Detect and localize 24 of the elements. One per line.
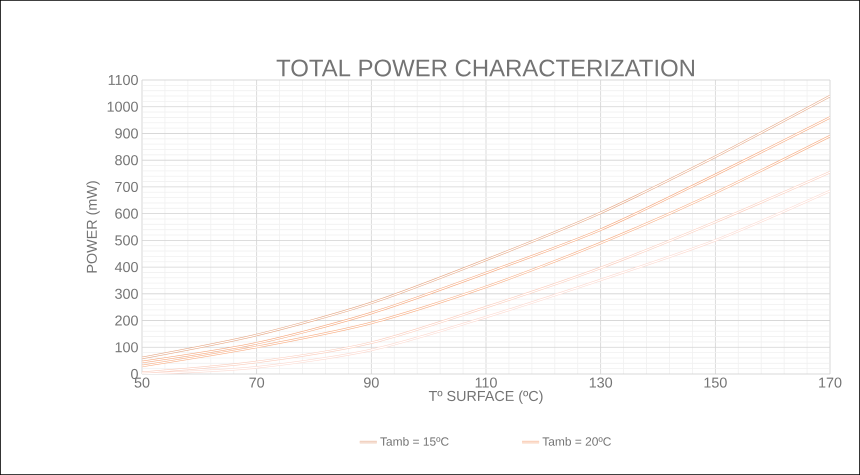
legend-label: Tamb = 20ºC xyxy=(542,436,611,446)
y-axis-title: POWER (mW) xyxy=(86,181,100,272)
chart-title: TOTAL POWER CHARACTERIZATION xyxy=(276,60,694,76)
y-tick-label: 1100 xyxy=(108,74,138,86)
legend-label: Tamb = 15ºC xyxy=(380,436,449,446)
x-tick-label: 150 xyxy=(704,378,727,388)
x-axis-title: Tº SURFACE (ºC) xyxy=(428,390,543,404)
x-tick-label: 170 xyxy=(819,378,842,388)
y-tick-label: 800 xyxy=(115,155,138,166)
x-tick-label: 130 xyxy=(590,378,612,388)
x-tick-label: 50 xyxy=(134,378,150,388)
x-tick-label: 110 xyxy=(476,378,497,388)
y-tick-label: 300 xyxy=(115,288,138,299)
y-tick-label: 600 xyxy=(115,208,138,219)
y-tick-label: 1000 xyxy=(108,102,138,112)
y-tick-label: 0 xyxy=(131,368,138,380)
y-tick-label: 700 xyxy=(115,182,138,192)
y-tick-label: 400 xyxy=(114,262,138,272)
y-tick-label: 500 xyxy=(115,235,138,246)
y-tick-label: 900 xyxy=(115,128,138,139)
x-tick-label: 70 xyxy=(249,378,264,388)
x-tick-label: 90 xyxy=(364,378,379,388)
y-tick-label: 200 xyxy=(115,315,138,326)
y-tick-label: 100 xyxy=(116,342,138,352)
